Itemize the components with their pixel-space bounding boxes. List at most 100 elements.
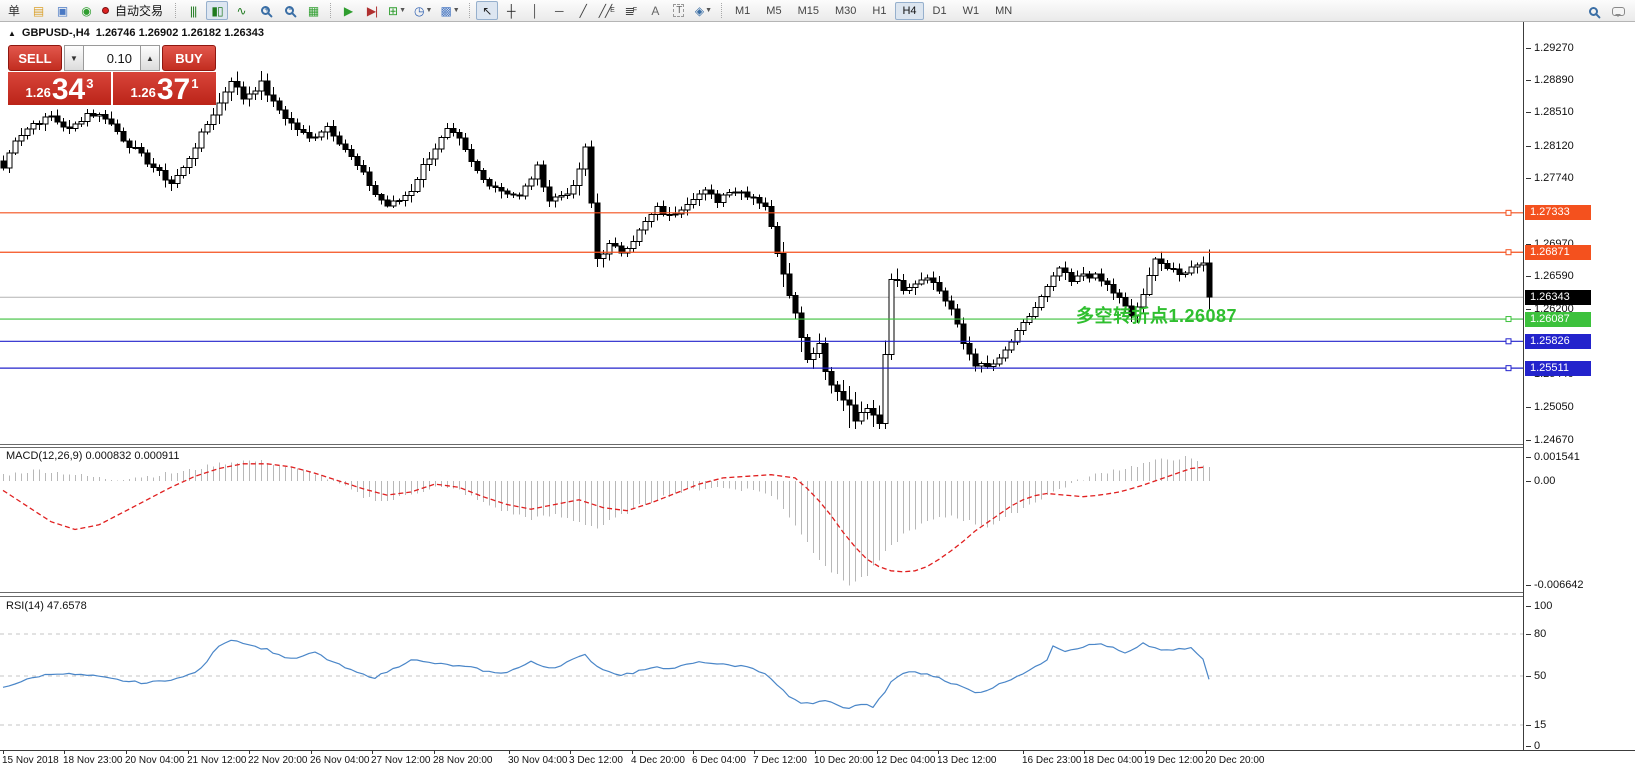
volume-decrease-button[interactable]: ▼ [64,45,84,71]
tile-windows-icon[interactable]: ▦ [307,3,319,18]
price-tick: 1.25050 [1526,401,1574,414]
time-tick [188,751,189,754]
time-tick [434,751,435,754]
time-tick [1084,751,1085,754]
vertical-line-icon[interactable]: │ [531,3,538,18]
new-chart-button-dropdown[interactable]: ▼ [399,7,407,14]
journal-icon[interactable]: ▤ [32,3,44,18]
timeframe-m5[interactable]: M5 [766,4,782,17]
buy-button[interactable]: BUY [162,45,216,71]
fibonacci-icon[interactable]: ≣ F [624,3,638,18]
symbol-timeframe-label: GBPUSD-,H4 [21,27,90,39]
periods-button-dropdown[interactable]: ▼ [425,7,433,14]
timeframe-m1[interactable]: M1 [735,4,751,17]
price-tick: 50 [1525,670,1547,682]
new-order-button[interactable]: 单 [7,4,20,18]
time-label: 12 Dec 04:00 [876,755,936,766]
chart-shift-icon[interactable]: ▶| [366,3,378,18]
chat-icon[interactable] [1612,6,1625,17]
templates-button-dropdown[interactable]: ▼ [452,7,460,14]
time-tick [249,751,250,754]
price-badge-1.27333: 1.27333 [1525,205,1591,221]
price-tick: 0.00 [1525,475,1556,487]
timeframe-h1[interactable]: H1 [872,4,887,17]
auto-trading-button[interactable]: 自动交易 [99,1,169,20]
collapse-panel-icon[interactable]: ▲ [8,28,16,38]
time-label: 3 Dec 12:00 [569,755,623,766]
volume-increase-button[interactable]: ▲ [140,45,160,71]
price-tick: 1.24670 [1526,433,1574,446]
horizontal-line-1.26087[interactable] [0,316,1523,323]
metaeditor-icon[interactable]: ▣ [56,3,68,18]
rsi-label: RSI(14) 47.6578 [6,600,87,612]
time-tick [509,751,510,754]
price-tick: 1.29270 [1526,41,1574,54]
auto-trading-label: 自动交易 [115,4,164,18]
timeframe-m15[interactable]: M15 [797,4,819,17]
main-toolbar: 单 ▤ ▣ ◉ 自动交易 ||| ▮▯ ∿ + − ▦ ▶ ▶| ⊞ ▼ ◷ ▼ ▩ ▼ ↖ ┼ │ ─ ╱ ╱╱ E ≣ F A T ◈ ▼… [0,0,1635,22]
buy-price-prefix: 1.26 [130,85,156,100]
price-tick: 1.26590 [1526,270,1574,283]
chart-canvas[interactable] [0,22,1523,750]
timeframe-d1[interactable]: D1 [932,4,947,17]
price-axis[interactable]: 1.292701.288901.285101.281201.277401.269… [1524,22,1635,752]
time-tick [126,751,127,754]
time-label: 20 Nov 04:00 [125,755,185,766]
time-tick [632,751,633,754]
auto-scroll-icon[interactable]: ▶ [343,3,353,18]
bar-chart-icon[interactable]: ||| [189,3,197,18]
text-icon[interactable]: A [651,3,659,18]
time-label: 22 Nov 20:00 [248,755,308,766]
new-chart-button[interactable]: ⊞ ▼ [388,3,407,18]
signals-icon[interactable]: ◉ [81,3,92,18]
time-tick [693,751,694,754]
buy-price-button[interactable]: 1.26 37 1 [113,72,216,105]
crosshair-icon[interactable]: ┼ [506,3,515,18]
time-label: 26 Nov 04:00 [310,755,370,766]
sell-button[interactable]: SELL [8,45,62,71]
price-tick: 80 [1525,628,1547,640]
one-click-trading-panel: SELL ▼ ▲ BUY 1.26 34 3 1.26 37 1 [8,45,216,105]
timeframe-h4[interactable]: H4 [895,1,924,20]
candlestick-series[interactable] [0,71,1213,429]
trendline-icon[interactable]: ╱ [579,3,587,18]
time-label: 28 Nov 20:00 [433,755,493,766]
timeframe-mn[interactable]: MN [995,4,1013,17]
zoom-in-icon: + [260,4,270,15]
time-tick [1145,751,1146,754]
sell-price-button[interactable]: 1.26 34 3 [8,72,111,105]
time-tick [372,751,373,754]
zoom-out-icon[interactable]: − [278,1,300,20]
price-tick: -0.006642 [1526,578,1584,591]
volume-input[interactable] [84,45,140,71]
time-label: 15 Nov 2018 [2,755,59,766]
buy-price-big: 37 [156,73,191,106]
horizontal-line-1.25826[interactable] [0,338,1523,345]
time-axis[interactable]: 15 Nov 2018 18 Nov 23:00 20 Nov 04:00 21 No… [0,751,1635,768]
timeframe-m30[interactable]: M30 [834,4,857,17]
arrows-icon[interactable]: ◈ ▼ [694,3,713,18]
price-tick: 100 [1525,600,1553,612]
text-annotation: 多空转折点1.26087 [1076,306,1238,326]
templates-button[interactable]: ▩ ▼ [440,3,460,18]
horizontal-line-1.26871[interactable] [0,249,1523,256]
horizontal-line-1.27333[interactable] [0,209,1523,216]
time-tick [754,751,755,754]
timeframe-w1[interactable]: W1 [962,4,980,17]
time-label: 19 Dec 12:00 [1144,755,1204,766]
price-badge-1.25826: 1.25826 [1525,333,1591,349]
text-label-icon[interactable]: T [668,1,690,20]
search-icon[interactable] [1589,6,1598,16]
candlestick-chart-icon[interactable]: ▮▯ [206,1,229,20]
horizontal-line-icon[interactable]: ─ [554,3,563,18]
line-chart-icon[interactable]: ∿ [236,3,246,18]
arrows-icon-dropdown[interactable]: ▼ [705,7,713,14]
horizontal-line-1.25511[interactable] [0,365,1523,372]
cursor-icon[interactable]: ↖ [475,1,498,20]
periods-button[interactable]: ◷ ▼ [414,3,433,18]
zoom-in-icon[interactable]: + [254,1,276,20]
time-label: 27 Nov 12:00 [371,755,431,766]
equidistant-channel-icon[interactable]: ╱╱ E [598,3,615,18]
chart-window: 1.292701.288901.285101.281201.277401.269… [0,22,1635,768]
time-tick [570,751,571,754]
